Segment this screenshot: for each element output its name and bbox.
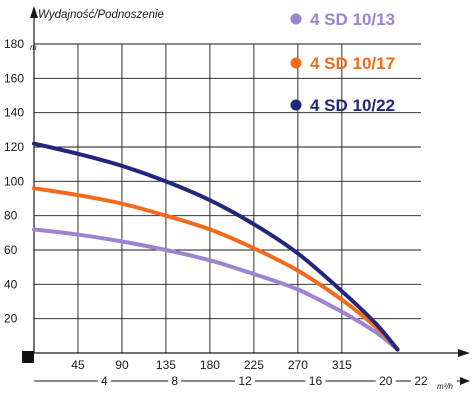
series-line-4-sd-10-17 bbox=[32, 186, 400, 352]
y-tick-label: 120 bbox=[4, 140, 24, 154]
y-unit-label: m bbox=[30, 43, 37, 52]
x-axis-arrow bbox=[458, 349, 470, 357]
y-tick-label: 40 bbox=[4, 277, 18, 291]
x-tick-label: 270 bbox=[288, 358, 308, 372]
legend: 4 SD 10/13 4 SD 10/17 4 SD 10/22 bbox=[290, 10, 395, 115]
x2-tick-label: 4 bbox=[101, 374, 108, 388]
legend-label-4-sd-10-22: 4 SD 10/22 bbox=[310, 96, 395, 115]
x-tick-label: 225 bbox=[244, 358, 264, 372]
y-axis-arrow bbox=[30, 6, 38, 18]
x-tick-label: 135 bbox=[156, 358, 176, 372]
x-tick-label: 90 bbox=[115, 358, 129, 372]
x-tick-label: 180 bbox=[200, 358, 220, 372]
origin-marker bbox=[22, 351, 34, 363]
x2-tick-label: 12 bbox=[238, 374, 252, 388]
x2-axis-arrow bbox=[460, 377, 470, 385]
y-tick-label: 80 bbox=[4, 209, 18, 223]
series-line-4-sd-10-13 bbox=[32, 227, 400, 352]
chart-title: Wydajność/Podnoszenie bbox=[38, 9, 164, 21]
x2-tick-label: 22 bbox=[414, 374, 428, 388]
x2-tick-label: 16 bbox=[309, 374, 323, 388]
series-lines bbox=[32, 141, 400, 352]
y-tick-label: 20 bbox=[4, 312, 18, 326]
legend-marker-4-sd-10-22 bbox=[290, 99, 302, 111]
x-tick-label: 315 bbox=[332, 358, 352, 372]
x2-tick-label: 8 bbox=[171, 374, 178, 388]
y-tick-label: 140 bbox=[4, 106, 24, 120]
y-tick-label: 160 bbox=[4, 71, 24, 85]
legend-marker-4-sd-10-17 bbox=[290, 57, 302, 69]
legend-marker-4-sd-10-13 bbox=[290, 13, 302, 25]
legend-label-4-sd-10-17: 4 SD 10/17 bbox=[310, 54, 395, 73]
x2-tick-label: 20 bbox=[379, 374, 393, 388]
series-line-4-sd-10-22 bbox=[32, 141, 400, 352]
y-tick-label: 60 bbox=[4, 243, 18, 257]
y-tick-label: 180 bbox=[4, 37, 24, 51]
x2-unit-label: m³/h bbox=[437, 382, 454, 391]
legend-label-4-sd-10-13: 4 SD 10/13 bbox=[310, 10, 395, 29]
tick-labels: 20 40 60 80 100 120 140 160 180 45 90 135 180 225 270 3… bbox=[4, 37, 428, 388]
y-tick-label: 100 bbox=[4, 174, 24, 188]
axes bbox=[22, 6, 470, 385]
x-tick-label: 45 bbox=[71, 358, 85, 372]
